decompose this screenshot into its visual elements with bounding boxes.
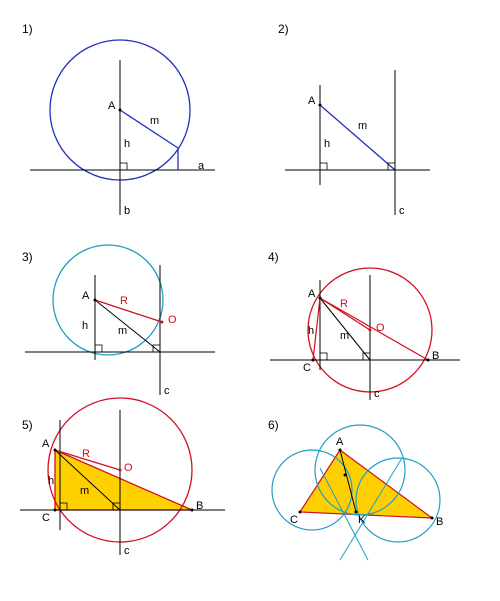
p5-label-R: R	[82, 448, 90, 460]
p2-label-c: c	[399, 205, 405, 217]
p3-label-m: m	[118, 325, 127, 337]
panel-1-num: 1)	[22, 22, 33, 36]
panel-2	[285, 70, 430, 215]
p1-label-m: m	[150, 115, 159, 127]
p6-label-C: C	[290, 514, 298, 526]
panel-2-num: 2)	[278, 22, 289, 36]
p6-label-K: K	[358, 514, 365, 526]
p2-label-m: m	[358, 120, 367, 132]
p5-label-c: c	[124, 545, 130, 557]
p4-label-m: m	[340, 330, 349, 342]
p4-label-c: c	[374, 388, 380, 400]
p1-label-A: A	[108, 100, 115, 112]
p4-label-C: C	[303, 362, 311, 374]
p3-label-O: O	[168, 314, 177, 326]
panel-3	[25, 245, 215, 395]
p6-label-B: B	[436, 516, 443, 528]
p5-label-C: C	[42, 512, 50, 524]
panel-3-num: 3)	[22, 250, 33, 264]
p4-label-R: R	[340, 298, 348, 310]
p5-label-A: A	[42, 438, 49, 450]
panel-4	[270, 268, 460, 400]
p3-label-R: R	[120, 295, 128, 307]
panel-6-num: 6)	[268, 418, 279, 432]
panel-6	[272, 425, 440, 560]
p1-label-a: a	[198, 160, 204, 172]
p3-label-c: c	[164, 385, 170, 397]
p2-label-A: A	[308, 95, 315, 107]
p5-label-O: O	[124, 462, 133, 474]
p3-label-h: h	[82, 320, 88, 332]
p4-label-O: O	[376, 322, 385, 334]
p5-label-m: m	[80, 485, 89, 497]
p2-label-h: h	[324, 138, 330, 150]
panel-5-num: 5)	[22, 418, 33, 432]
p5-label-h: h	[48, 475, 54, 487]
panel-1	[30, 40, 215, 215]
diagram-canvas	[0, 0, 500, 601]
p4-label-B: B	[432, 350, 439, 362]
p4-label-h: h	[308, 325, 314, 337]
p1-label-h: h	[124, 138, 130, 150]
p4-label-A: A	[308, 288, 315, 300]
p5-label-B: B	[196, 500, 203, 512]
panel-4-num: 4)	[268, 250, 279, 264]
p6-label-A: A	[336, 436, 343, 448]
p1-label-b: b	[124, 205, 130, 217]
p3-label-A: A	[82, 290, 89, 302]
